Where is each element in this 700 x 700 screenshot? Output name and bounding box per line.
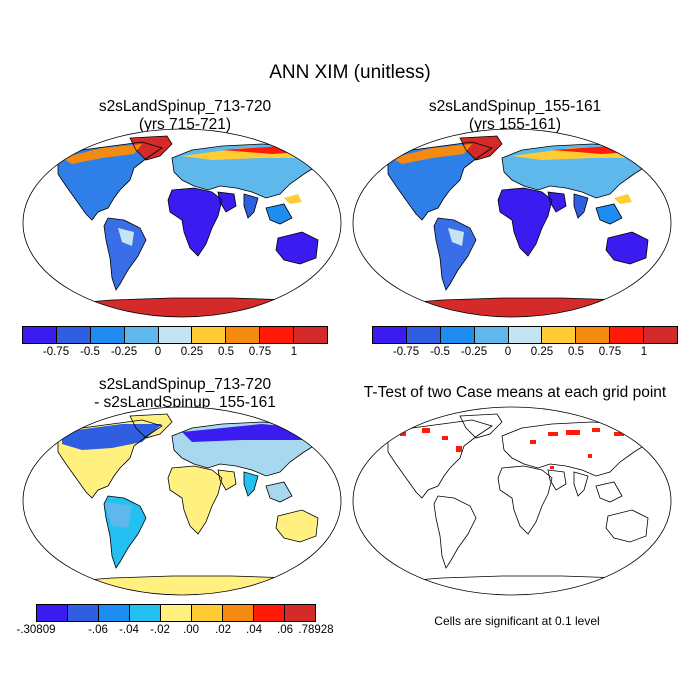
figure-title: ANN XIM (unitless)	[269, 62, 431, 83]
panel-3-title: s2sLandSpinup_713-720 - s2sLandSpinup_15…	[20, 376, 350, 412]
colorbar-swatch	[192, 605, 223, 621]
colorbar-tick-label: 0.5	[568, 346, 584, 358]
colorbar-case2	[372, 326, 678, 344]
colorbar-swatch	[158, 327, 193, 343]
colorbar-difference-labels: -.30809 -.06 -.04 -.02 .00 .02 .04 .06 .…	[16, 624, 333, 640]
colorbar-tick-label: .00	[183, 624, 199, 636]
panel-2-title-line1: s2sLandSpinup_155-161	[428, 98, 602, 115]
colorbar-swatch	[508, 327, 543, 343]
panel-2-title-line2: (yrs 155-161)	[468, 116, 562, 133]
colorbar-tick-label: -0.5	[80, 346, 100, 358]
colorbar-tick-label: 1	[640, 346, 648, 358]
colorbar-swatch	[406, 327, 441, 343]
colorbar-tick-label: .04	[246, 624, 262, 636]
colorbar-tick-label: -0.75	[42, 346, 70, 358]
colorbar-swatch	[542, 327, 577, 343]
colorbar-tick-label: -.30809	[16, 624, 56, 636]
panel-4-title: T-Test of two Case means at each grid po…	[350, 384, 680, 402]
colorbar-tick-label: -0.25	[460, 346, 488, 358]
colorbar-tick-label: 0.75	[598, 346, 622, 358]
colorbar-swatch	[260, 327, 295, 343]
colorbar-difference	[36, 604, 316, 622]
colorbar-swatch	[37, 605, 68, 621]
colorbar-swatch	[474, 327, 509, 343]
panel-3-title-line2: - s2sLandSpinup_155-161	[94, 394, 276, 411]
colorbar-swatch	[23, 327, 57, 343]
colorbar-tick-label: 0	[504, 346, 512, 358]
colorbar-swatch	[644, 327, 678, 343]
colorbar-swatch	[223, 605, 254, 621]
colorbar-tick-label: 0	[154, 346, 162, 358]
colorbar-tick-label: .02	[215, 624, 231, 636]
colorbar-tick-label: -0.5	[430, 346, 450, 358]
map-panel-ttest	[352, 406, 672, 596]
colorbar-tick-label: -0.25	[110, 346, 138, 358]
colorbar-swatch	[124, 327, 159, 343]
colorbar-tick-label: 0.25	[530, 346, 554, 358]
colorbar-tick-label: -.02	[150, 624, 170, 636]
colorbar-case1	[22, 326, 328, 344]
colorbar-tick-label: 0.25	[180, 346, 204, 358]
colorbar-swatch	[161, 605, 192, 621]
colorbar-swatch	[130, 605, 161, 621]
colorbar-tick-label: .06	[277, 624, 293, 636]
colorbar-tick-label: 1	[290, 346, 298, 358]
map-panel-difference	[22, 406, 342, 596]
panel-4-title-line1: T-Test of two Case means at each grid po…	[363, 384, 667, 401]
colorbar-swatch	[373, 327, 407, 343]
colorbar-tick-label: .78928	[298, 624, 334, 636]
colorbar-tick-label: -.04	[119, 624, 139, 636]
panel-1-title: s2sLandSpinup_713-720 (yrs 715-721)	[20, 98, 350, 134]
colorbar-case2-labels: -0.75 -0.5 -0.25 0 0.25 0.5 0.75 1	[372, 346, 678, 362]
colorbar-swatch	[68, 605, 99, 621]
colorbar-swatch	[56, 327, 91, 343]
colorbar-swatch	[99, 605, 130, 621]
panel-2-title: s2sLandSpinup_155-161 (yrs 155-161)	[350, 98, 680, 134]
colorbar-swatch	[576, 327, 611, 343]
colorbar-swatch	[226, 327, 261, 343]
colorbar-swatch	[192, 327, 227, 343]
colorbar-swatch	[294, 327, 328, 343]
colorbar-case1-labels: -0.75 -0.5 -0.25 0 0.25 0.5 0.75 1	[22, 346, 328, 362]
colorbar-swatch	[610, 327, 645, 343]
colorbar-tick-label: -0.75	[392, 346, 420, 358]
panel-1-title-line1: s2sLandSpinup_713-720	[98, 98, 272, 115]
colorbar-swatch	[440, 327, 475, 343]
panel-3-title-line1: s2sLandSpinup_713-720	[98, 376, 272, 393]
panel-1-title-line2: (yrs 715-721)	[138, 116, 232, 133]
colorbar-tick-label: 0.5	[218, 346, 234, 358]
colorbar-tick-label: 0.75	[248, 346, 272, 358]
colorbar-swatch	[285, 605, 315, 621]
colorbar-swatch	[254, 605, 285, 621]
map-panel-case2	[352, 128, 672, 318]
map-panel-case1	[22, 128, 342, 318]
significance-note: Cells are significant at 0.1 level	[434, 614, 600, 628]
colorbar-swatch	[90, 327, 125, 343]
colorbar-tick-label: -.06	[88, 624, 108, 636]
